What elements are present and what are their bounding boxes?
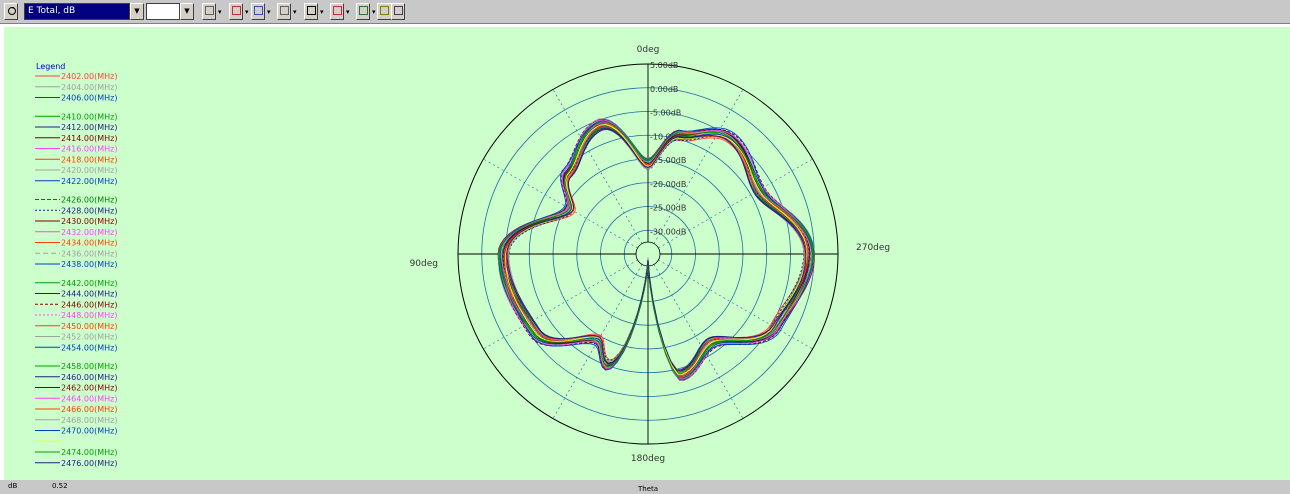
dropdown-arrow-icon[interactable]: ▾ <box>346 8 350 16</box>
legend-item: 2462.00(MHz) <box>61 384 117 393</box>
polar-grid-icon <box>307 6 316 15</box>
legend-item: 2474.00(MHz) <box>61 448 117 457</box>
legend-item: 2458.00(MHz) <box>61 362 117 371</box>
angle-label-180deg: 180deg <box>631 454 665 464</box>
x-axis-label: Theta <box>638 485 659 493</box>
legend-item: 2468.00(MHz) <box>61 416 117 425</box>
legend-item: 2444.00(MHz) <box>61 290 117 299</box>
legend-item: 2448.00(MHz) <box>61 311 117 320</box>
legend-item: 2404.00(MHz) <box>61 83 117 92</box>
radial-tick-label: 5.00dB <box>650 61 678 70</box>
legend-item: 2402.00(MHz) <box>61 72 117 81</box>
legend-item: 2416.00(MHz) <box>61 145 117 154</box>
radial-tick-label: -20.00dB <box>650 180 686 189</box>
angle-label-90deg: 90deg <box>410 259 438 269</box>
legend-item: 2460.00(MHz) <box>61 373 117 382</box>
quantity-dropdown-button[interactable]: ▼ <box>130 3 144 20</box>
radial-tick-label: -15.00dB <box>650 156 686 165</box>
legend-item: 2436.00(MHz) <box>61 249 117 258</box>
legend-item: 2406.00(MHz) <box>61 94 117 103</box>
radial-tick-label: -25.00dB <box>650 204 686 213</box>
pattern-trace <box>506 128 807 371</box>
chart-line-icon <box>333 6 342 15</box>
polar-plot: 5.00dB0.00dB-5.00dB-10.00dB-15.00dB-20.0… <box>35 45 890 468</box>
pattern-trace <box>499 120 814 379</box>
plot-type-button[interactable] <box>202 3 216 20</box>
dropdown-arrow-icon[interactable]: ▾ <box>293 8 297 16</box>
chevron-down-icon: ▼ <box>134 7 140 15</box>
axis-scale-button[interactable] <box>356 3 370 20</box>
status-value: 0.52 <box>52 482 68 490</box>
legend-item: 2442.00(MHz) <box>61 279 117 288</box>
radial-tick-label: -30.00dB <box>650 227 686 236</box>
plot-area: 5.00dB 0.00dB -5.00dB -10.00dB -15.00dB -20.0… <box>4 27 1290 480</box>
chart-line-button[interactable] <box>330 3 344 20</box>
legend-item: 2476.00(MHz) <box>61 459 117 468</box>
legend-item: 2412.00(MHz) <box>61 123 117 132</box>
legend-item: 2466.00(MHz) <box>61 405 117 414</box>
legend-item: 2452.00(MHz) <box>61 333 117 342</box>
legend-item: 2428.00(MHz) <box>61 206 117 215</box>
quantity-select[interactable]: E Total, dB <box>24 3 130 20</box>
secondary-select[interactable] <box>146 3 180 20</box>
legend-item: 2422.00(MHz) <box>61 177 117 186</box>
secondary-dropdown-button[interactable]: ▼ <box>180 3 194 20</box>
angle-label-0deg: 0deg <box>637 45 660 55</box>
rotate-icon <box>8 7 16 15</box>
legend-item: 2414.00(MHz) <box>61 134 117 143</box>
axis-scale-icon <box>359 6 368 15</box>
radial-tick-label: -5.00dB <box>650 109 681 118</box>
legend-title: Legend <box>36 62 65 71</box>
legend-item: 2434.00(MHz) <box>61 239 117 248</box>
dropdown-arrow-icon[interactable]: ▾ <box>245 8 249 16</box>
legend-item: 2438.00(MHz) <box>61 260 117 269</box>
dropdown-arrow-icon[interactable]: ▾ <box>267 8 271 16</box>
chevron-down-icon: ▼ <box>184 7 190 15</box>
radial-tick-label: 0.00dB <box>650 85 678 94</box>
status-bar: dB 0.52 Theta <box>0 480 1290 494</box>
legend-item: 2464.00(MHz) <box>61 394 117 403</box>
series-color-button[interactable] <box>251 3 265 20</box>
plot-view-button[interactable] <box>229 3 243 20</box>
legend-item: 2432.00(MHz) <box>61 228 117 237</box>
polar-grid-button[interactable] <box>304 3 318 20</box>
legend-item: 2470.00(MHz) <box>61 427 117 436</box>
angle-label-270deg: 270deg <box>856 243 890 253</box>
print-icon <box>394 6 403 15</box>
dropdown-arrow-icon[interactable]: ▾ <box>218 8 222 16</box>
legend-list-icon <box>280 6 289 15</box>
toolbar: E Total, dB ▼ ▼ ▾ ▾ ▾ ▾ ▾ ▾ ▾ <box>0 0 1290 24</box>
copy-icon <box>380 6 389 15</box>
legend-item: 2426.00(MHz) <box>61 196 117 205</box>
legend-item: 2418.00(MHz) <box>61 155 117 164</box>
dropdown-arrow-icon[interactable]: ▾ <box>372 8 376 16</box>
plot-type-icon <box>205 6 214 15</box>
plot-view-icon <box>232 6 241 15</box>
rotate-view-button[interactable] <box>4 3 18 20</box>
print-button[interactable] <box>391 3 405 20</box>
legend-item: 2420.00(MHz) <box>61 166 117 175</box>
legend-item: 2430.00(MHz) <box>61 217 117 226</box>
legend-item: 2410.00(MHz) <box>61 112 117 121</box>
legend-item: 2450.00(MHz) <box>61 322 117 331</box>
status-unit: dB <box>8 482 18 490</box>
dropdown-arrow-icon[interactable]: ▾ <box>320 8 324 16</box>
legend-item: 2454.00(MHz) <box>61 343 117 352</box>
legend-item: 2446.00(MHz) <box>61 300 117 309</box>
legend-list-button[interactable] <box>277 3 291 20</box>
series-color-icon <box>254 6 263 15</box>
